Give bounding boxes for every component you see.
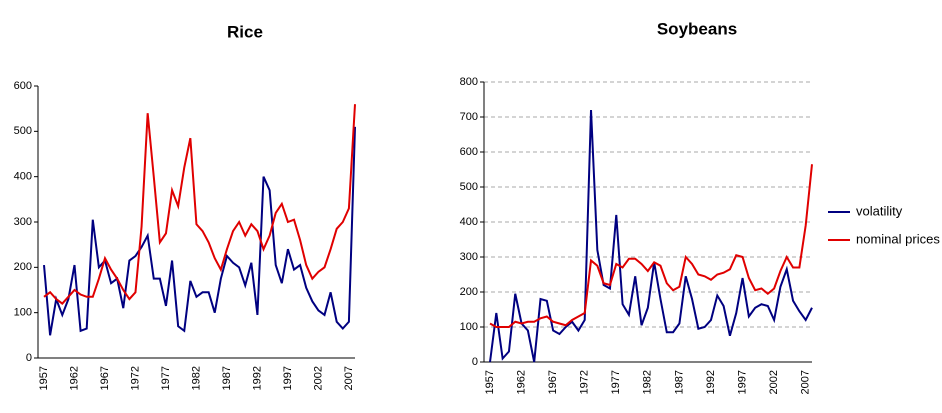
y-tick-label: 100	[14, 307, 32, 319]
x-tick-label: 1987	[221, 366, 233, 390]
series-line	[489, 164, 813, 328]
y-tick-label: 300	[460, 251, 478, 263]
x-tick-label: 1972	[579, 370, 591, 394]
x-tick-label: 1957	[484, 370, 496, 394]
x-tick-label: 1997	[736, 370, 748, 394]
y-tick-label: 400	[460, 216, 478, 228]
x-tick-label: 1982	[190, 366, 202, 390]
series-line	[43, 126, 356, 336]
y-tick-label: 500	[460, 181, 478, 193]
legend-label: volatility	[856, 203, 903, 218]
series-line	[43, 104, 356, 305]
y-tick-label: 200	[14, 261, 32, 273]
x-tick-label: 1957	[38, 366, 50, 390]
chart-title: Rice	[227, 22, 263, 41]
x-tick-label: 1992	[251, 366, 263, 390]
x-tick-label: 1962	[515, 370, 527, 394]
x-tick-label: 1967	[547, 370, 559, 394]
y-tick-label: 200	[460, 286, 478, 298]
y-tick-label: 500	[14, 125, 32, 137]
x-tick-label: 1972	[129, 366, 141, 390]
x-tick-label: 1987	[673, 370, 685, 394]
y-tick-label: 100	[460, 321, 478, 333]
chart-title: Soybeans	[657, 19, 737, 38]
x-tick-label: 2002	[768, 370, 780, 394]
y-tick-label: 400	[14, 171, 32, 183]
series-line	[489, 109, 813, 363]
y-tick-label: 600	[14, 80, 32, 92]
y-tick-label: 0	[472, 356, 478, 368]
x-tick-label: 1977	[160, 366, 172, 390]
x-tick-label: 1977	[610, 370, 622, 394]
y-tick-label: 0	[26, 352, 32, 364]
x-tick-label: 2007	[800, 370, 812, 394]
y-tick-label: 300	[14, 216, 32, 228]
x-tick-label: 1962	[68, 366, 80, 390]
y-tick-label: 700	[460, 111, 478, 123]
x-tick-label: 1967	[99, 366, 111, 390]
x-tick-label: 1982	[642, 370, 654, 394]
x-tick-label: 2002	[312, 366, 324, 390]
y-tick-label: 600	[460, 146, 478, 158]
legend-label: nominal prices	[856, 231, 940, 246]
x-tick-label: 1997	[282, 366, 294, 390]
y-tick-label: 800	[460, 76, 478, 88]
x-tick-label: 1992	[705, 370, 717, 394]
x-tick-label: 2007	[343, 366, 355, 390]
